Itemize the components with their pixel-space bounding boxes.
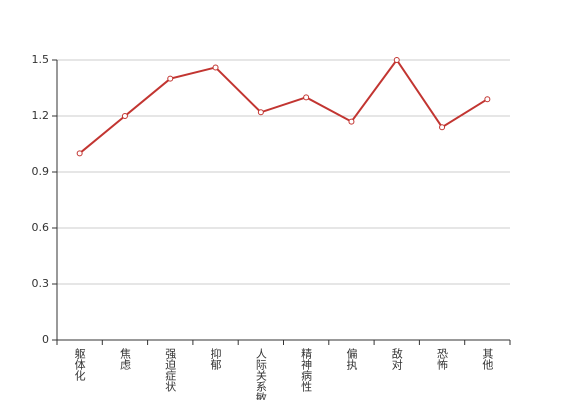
- point: [76, 150, 83, 157]
- y-tick-label: 0: [42, 333, 49, 346]
- x-tick-label: 恐怖: [436, 348, 449, 370]
- point: [257, 109, 264, 116]
- y-tick-label: 1.5: [32, 53, 50, 66]
- point: [167, 75, 174, 82]
- x-tick-label: 强迫症状: [164, 348, 177, 392]
- point: [484, 96, 491, 103]
- x-tick-label: 人际关系敏感: [254, 348, 267, 400]
- point: [393, 57, 400, 63]
- x-tick-label: 其他: [481, 348, 494, 370]
- x-tick-label: 敌对: [390, 347, 403, 370]
- y-tick-label: 1.2: [32, 109, 50, 122]
- point: [121, 113, 128, 119]
- point: [439, 124, 446, 131]
- x-tick-label: 躯体化: [73, 348, 86, 382]
- y-tick-label: 0.6: [32, 221, 50, 234]
- x-tick-label: 精神病性: [300, 348, 313, 393]
- point: [348, 118, 355, 125]
- point: [303, 94, 310, 101]
- y-tick-label: 0.9: [32, 165, 50, 178]
- y-tick-label: 0.3: [32, 277, 50, 290]
- line: [79, 58, 488, 155]
- x-tick-label: 偏执: [345, 347, 358, 371]
- x-tick-label: 抑郁: [209, 347, 222, 370]
- point: [212, 64, 219, 71]
- x-tick-label: 焦虑: [118, 348, 131, 370]
